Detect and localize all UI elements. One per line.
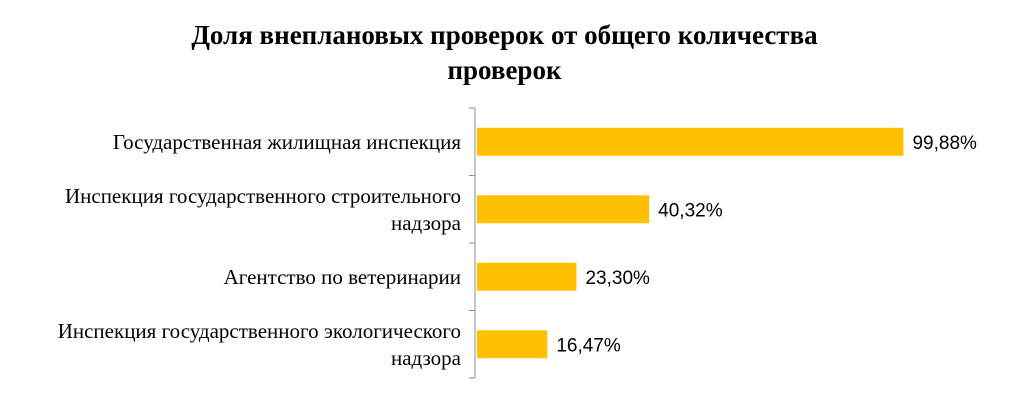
category-label: Агентство по ветеринарии <box>224 265 461 289</box>
category-label: Инспекция государственного строительного <box>65 184 461 208</box>
category-label: Государственная жилищная инспекция <box>113 130 462 154</box>
chart-title: Доля внеплановых проверок от общего коли… <box>0 18 1009 88</box>
chart-title-line-2: проверок <box>447 55 562 85</box>
category-label: надзора <box>391 346 462 370</box>
category-label: надзора <box>391 211 462 235</box>
chart-title-line-1: Доля внеплановых проверок от общего коли… <box>191 20 818 50</box>
bar <box>477 127 904 156</box>
bar <box>477 195 650 224</box>
data-label: 40,32% <box>658 200 723 221</box>
bar <box>477 330 548 359</box>
bar <box>477 262 577 291</box>
data-label: 16,47% <box>556 335 621 356</box>
data-label: 23,30% <box>585 268 650 289</box>
data-label: 99,88% <box>912 133 977 154</box>
category-label: Инспекция государственного экологическог… <box>58 319 461 343</box>
